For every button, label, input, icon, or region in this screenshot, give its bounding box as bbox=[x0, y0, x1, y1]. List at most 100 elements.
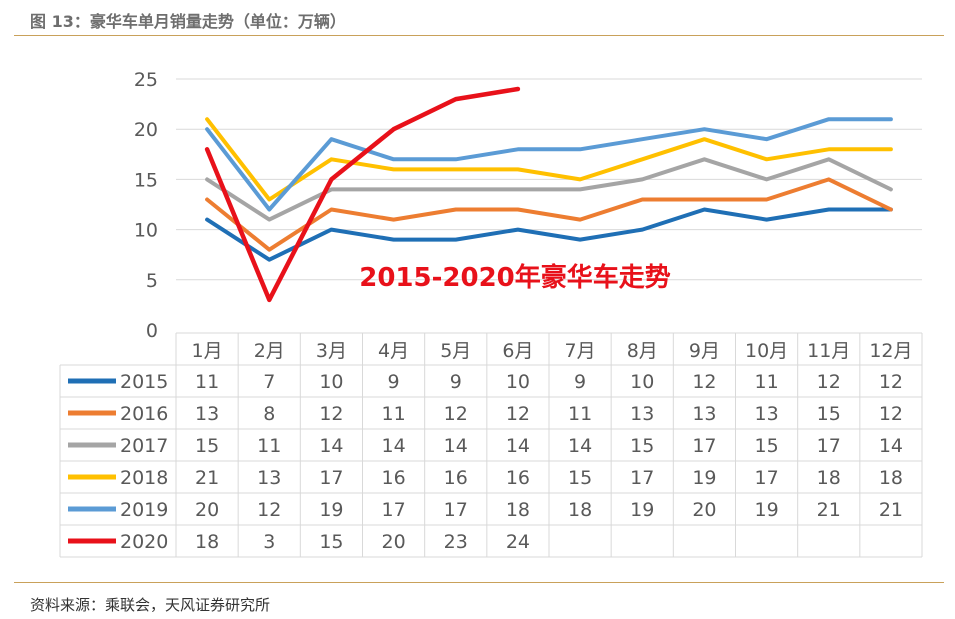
series-line-2020 bbox=[204, 86, 521, 303]
data-label: 11 bbox=[381, 403, 405, 425]
data-label: 17 bbox=[754, 467, 778, 489]
data-label: 13 bbox=[754, 403, 778, 425]
data-label: 14 bbox=[879, 435, 903, 457]
data-label: 21 bbox=[817, 499, 841, 521]
y-tick-label: 20 bbox=[134, 119, 158, 141]
data-label: 11 bbox=[754, 371, 778, 393]
category-label: 1月 bbox=[192, 340, 223, 362]
data-label: 16 bbox=[506, 467, 530, 489]
category-label: 4月 bbox=[378, 340, 409, 362]
series-line-2019 bbox=[205, 117, 893, 212]
series-lines bbox=[204, 86, 893, 303]
data-label: 14 bbox=[319, 435, 343, 457]
data-label: 19 bbox=[754, 499, 778, 521]
data-label: 9 bbox=[388, 371, 400, 393]
data-label: 20 bbox=[195, 499, 219, 521]
data-label: 17 bbox=[319, 467, 343, 489]
data-label: 12 bbox=[692, 371, 716, 393]
y-tick-label: 10 bbox=[134, 220, 158, 242]
series-line-2015 bbox=[205, 207, 893, 262]
data-label: 18 bbox=[817, 467, 841, 489]
category-label: 2月 bbox=[254, 340, 285, 362]
data-label: 18 bbox=[195, 531, 219, 553]
data-label: 17 bbox=[444, 499, 468, 521]
data-label: 15 bbox=[319, 531, 343, 553]
legend-label: 2015 bbox=[120, 371, 168, 393]
data-label: 18 bbox=[879, 467, 903, 489]
data-label: 12 bbox=[817, 371, 841, 393]
data-label: 12 bbox=[879, 403, 903, 425]
figure-title: 图 13：豪华车单月销量走势（单位：万辆） bbox=[30, 12, 346, 31]
data-label: 10 bbox=[506, 371, 530, 393]
y-tick-label: 5 bbox=[146, 270, 158, 292]
data-label: 13 bbox=[630, 403, 654, 425]
legend-label: 2020 bbox=[120, 531, 168, 553]
data-label: 12 bbox=[879, 371, 903, 393]
data-label: 13 bbox=[257, 467, 281, 489]
data-label: 14 bbox=[506, 435, 530, 457]
data-label: 21 bbox=[195, 467, 219, 489]
data-label: 13 bbox=[692, 403, 716, 425]
series-line-2016 bbox=[205, 177, 893, 252]
source-note: 资料来源：乘联会，天风证券研究所 bbox=[30, 596, 271, 614]
data-label: 24 bbox=[506, 531, 530, 553]
data-label: 10 bbox=[319, 371, 343, 393]
series-line-2017 bbox=[205, 157, 893, 222]
data-label: 19 bbox=[319, 499, 343, 521]
data-label: 15 bbox=[568, 467, 592, 489]
data-label: 15 bbox=[630, 435, 654, 457]
data-label: 15 bbox=[817, 403, 841, 425]
data-label: 15 bbox=[754, 435, 778, 457]
bottom-rule bbox=[14, 582, 944, 583]
data-label: 19 bbox=[630, 499, 654, 521]
category-label: 5月 bbox=[440, 340, 471, 362]
data-label: 20 bbox=[381, 531, 405, 553]
category-label: 9月 bbox=[689, 340, 720, 362]
data-label: 11 bbox=[568, 403, 592, 425]
category-label: 10月 bbox=[745, 340, 788, 362]
data-label: 13 bbox=[195, 403, 219, 425]
data-label: 17 bbox=[692, 435, 716, 457]
data-label: 7 bbox=[263, 371, 275, 393]
data-label: 16 bbox=[444, 467, 468, 489]
data-label: 3 bbox=[263, 531, 275, 553]
data-label: 17 bbox=[381, 499, 405, 521]
series-line-2018 bbox=[205, 117, 893, 202]
data-label: 10 bbox=[630, 371, 654, 393]
data-label: 21 bbox=[879, 499, 903, 521]
chart-annotation: 2015-2020年豪华车走势 bbox=[359, 262, 671, 293]
category-label: 6月 bbox=[502, 340, 533, 362]
data-label: 14 bbox=[381, 435, 405, 457]
data-label: 12 bbox=[444, 403, 468, 425]
category-label: 8月 bbox=[627, 340, 658, 362]
y-axis-ticks: 0 5 10 15 20 25 bbox=[134, 69, 158, 342]
data-label: 16 bbox=[381, 467, 405, 489]
legend-label: 2019 bbox=[120, 499, 168, 521]
data-label: 18 bbox=[506, 499, 530, 521]
data-label: 9 bbox=[450, 371, 462, 393]
category-label: 11月 bbox=[807, 340, 850, 362]
data-label: 15 bbox=[195, 435, 219, 457]
data-label: 18 bbox=[568, 499, 592, 521]
data-label: 12 bbox=[257, 499, 281, 521]
legend-label: 2016 bbox=[120, 403, 168, 425]
data-label: 12 bbox=[319, 403, 343, 425]
data-label: 14 bbox=[444, 435, 468, 457]
data-label: 19 bbox=[692, 467, 716, 489]
data-label: 23 bbox=[444, 531, 468, 553]
data-label: 8 bbox=[263, 403, 275, 425]
data-label: 9 bbox=[574, 371, 586, 393]
data-label: 12 bbox=[506, 403, 530, 425]
legend-label: 2018 bbox=[120, 467, 168, 489]
y-tick-label: 0 bbox=[146, 320, 158, 342]
data-label: 17 bbox=[817, 435, 841, 457]
data-label: 11 bbox=[195, 371, 219, 393]
data-label: 11 bbox=[257, 435, 281, 457]
category-label: 3月 bbox=[316, 340, 347, 362]
data-label: 20 bbox=[692, 499, 716, 521]
data-label: 14 bbox=[568, 435, 592, 457]
top-rule bbox=[14, 35, 944, 36]
data-label: 17 bbox=[630, 467, 654, 489]
